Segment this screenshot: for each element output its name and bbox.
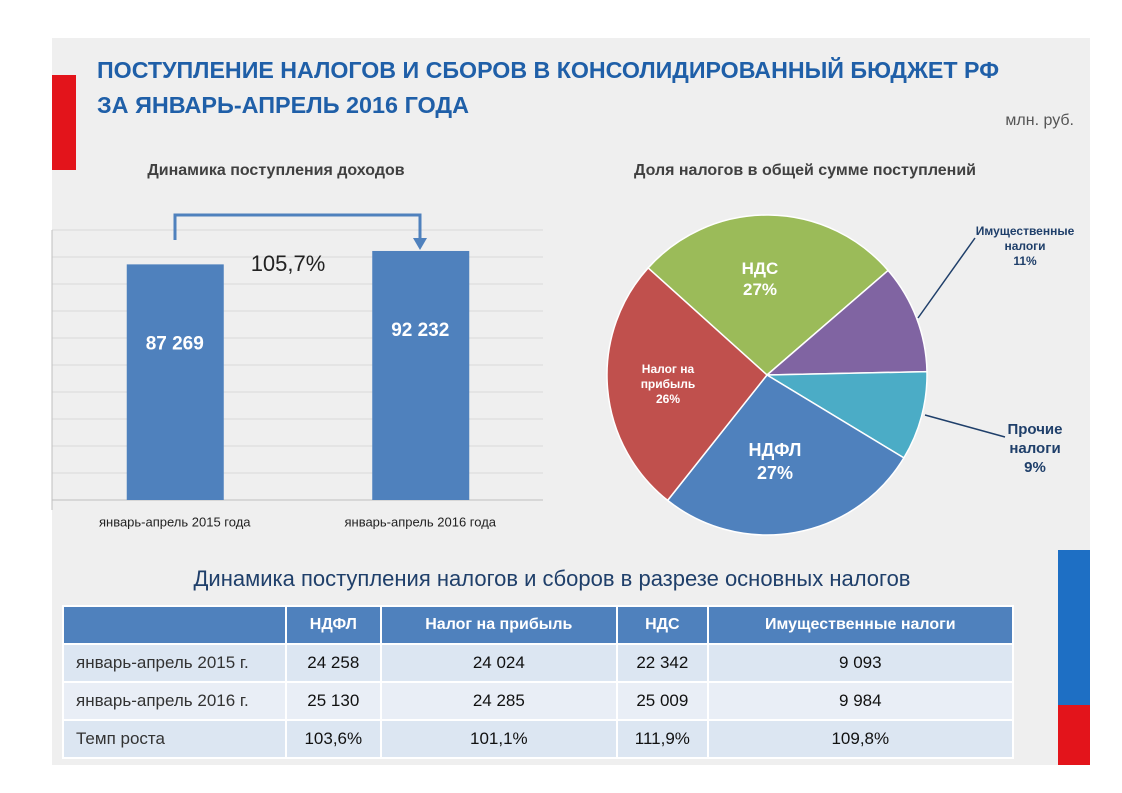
leader-line [917,237,976,319]
unit: млн. руб. [1005,112,1074,129]
header-cell: НДС [616,605,709,645]
table-cell: 24 024 [379,643,619,683]
pie-label: НДФЛ 27% [725,439,825,484]
table-title: Динамика поступления налогов и сборов в … [193,566,911,591]
pie-slice [647,214,890,376]
growth-arrow-head [413,238,427,250]
x-tick-label: январь-апрель 2016 года [344,514,496,529]
bar-title: Динамика поступления доходов [147,162,404,179]
row-label: январь-апрель 2016 г. [62,681,287,721]
pie-category: Имущественные налоги [975,224,1075,253]
pie-slice [606,266,769,502]
flag-red [1058,705,1090,765]
table-cell: 22 342 [616,643,709,683]
growth-arrow [173,213,422,240]
header-cell: Имущественные налоги [706,605,1015,645]
pie-label: Имущественные налоги 11% [965,224,1085,269]
tax-table: НДФЛ Налог на прибыль НДС Имущественные нал… [62,605,1015,759]
title-line1: ПОСТУПЛЕНИЕ НАЛОГОВ И СБОРОВ В КОНСОЛИДИ… [97,56,999,83]
table-body: январь-апрель 2015 г. 24 258 24 024 22 342 9… [62,643,1015,759]
bar [126,264,224,500]
title-line2: ЗА ЯНВАРЬ-АПРЕЛЬ 2016 ГОДА [97,92,469,118]
pie-label: Налог на прибыль 26% [623,362,713,407]
header-cell: Налог на прибыль [379,605,619,645]
table-row: январь-апрель 2016 г. 25 130 24 285 25 009 9… [62,681,1015,721]
table-cell: 111,9% [616,719,709,759]
pie-category: НДФЛ [748,440,802,460]
pie-value-label: 27% [756,462,794,483]
table-cell: 9 984 [706,681,1015,721]
table-cell: 109,8% [706,719,1015,759]
pie-value-label: 27% [742,280,778,300]
x-tick-label: январь-апрель 2015 года [99,514,251,529]
pie-label: Прочие налоги 9% [990,421,1080,477]
row-label: январь-апрель 2015 г. [62,643,287,683]
pie-category: Налог на прибыль [640,362,696,391]
pie-category: Прочие налоги [1007,421,1063,457]
pie-slice [666,374,905,536]
header-cell: НДФЛ [285,605,382,645]
growth-label: 105,7% [251,251,326,276]
table-cell: 25 130 [285,681,382,721]
table-cell: 103,6% [285,719,382,759]
pie-value-label: 9% [1024,458,1046,476]
table-row: январь-апрель 2015 г. 24 258 24 024 22 342 9… [62,643,1015,683]
pie-title: Доля налогов в общей сумме поступлений [634,162,976,179]
table-cell: 25 009 [616,681,709,721]
pie-category: НДС [741,259,779,278]
row-label: Темп роста [62,719,287,759]
red-accent [52,75,76,170]
table-cell: 9 093 [706,643,1015,683]
pie-value-label: 11% [1013,254,1037,268]
flag-blue [1058,550,1090,705]
bar-value-label: 92 232 [391,320,449,341]
bar [372,250,470,500]
leader-line [924,414,1006,438]
header-cell [62,605,287,645]
pie-slice [764,269,928,376]
bar-value-label: 87 269 [146,333,204,354]
pie-label: НДС 27% [710,258,810,301]
pie-value-label: 26% [655,392,681,406]
table-cell: 24 258 [285,643,382,683]
table-cell: 101,1% [379,719,619,759]
table-header: НДФЛ Налог на прибыль НДС Имущественные нал… [62,605,1015,645]
table-cell: 24 285 [379,681,619,721]
pie-slice [764,370,928,459]
table-row: Темп роста 103,6% 101,1% 111,9% 109,8% [62,719,1015,759]
